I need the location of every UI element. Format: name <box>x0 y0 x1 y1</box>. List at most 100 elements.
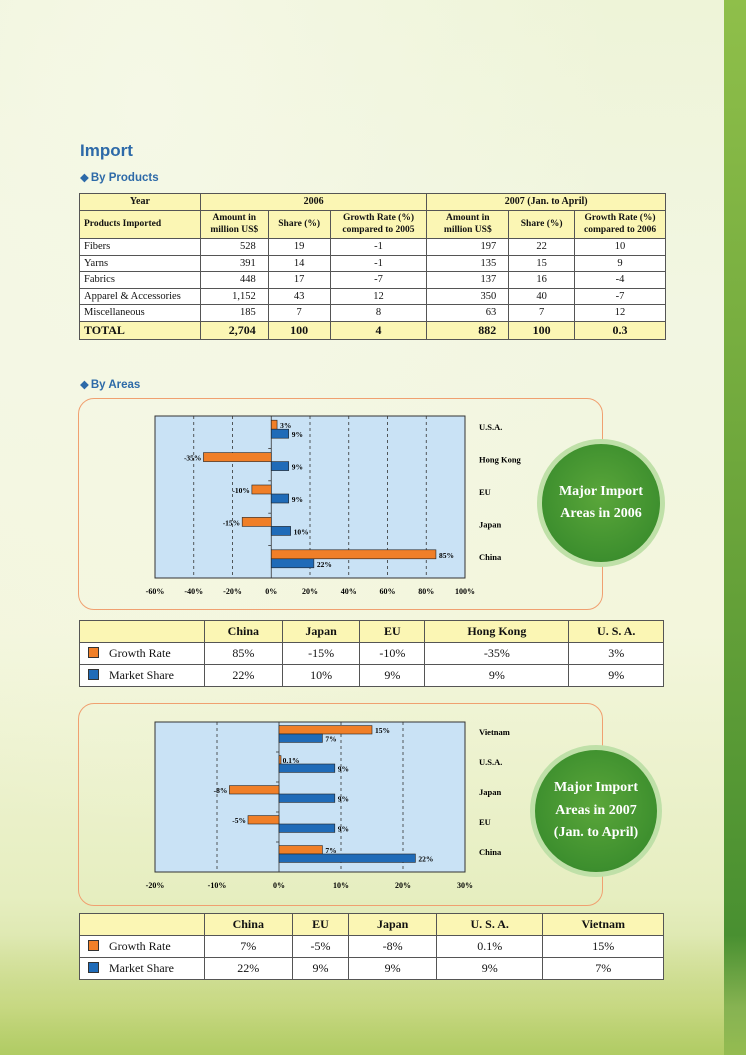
table-row: Market Share 22% 10% 9% 9% 9% <box>79 664 664 687</box>
cell-growth: -8% <box>348 935 437 958</box>
growth-bar <box>278 725 373 735</box>
cell-growth: 85% <box>204 642 283 665</box>
by-products-heading: ◆ By Products <box>80 170 159 184</box>
column-header: EU <box>291 913 350 936</box>
cell-share: 9% <box>568 664 664 687</box>
cell-growth: -10% <box>359 642 426 665</box>
data-label: -15% <box>223 518 241 527</box>
table-row: Fibers 528 19 -1 197 22 10 <box>79 238 666 256</box>
data-label: 85% <box>439 551 454 560</box>
header-amount-2006: Amount in million US$ <box>199 209 269 240</box>
cell-sh07: 22 <box>508 238 576 256</box>
by-areas-heading: ◆ By Areas <box>80 377 140 391</box>
category-label: Hong Kong <box>479 455 522 465</box>
header-growth07-line2: compared to 2006 <box>583 225 657 236</box>
category-label: EU <box>479 817 491 827</box>
cell-gr06: -1 <box>329 238 428 256</box>
header-share-2007: Share (%) <box>508 209 576 240</box>
x-tick-label: 0% <box>273 881 285 890</box>
header-growth06-line1: Growth Rate (%) <box>342 212 415 223</box>
data-label: 9% <box>292 463 303 472</box>
data-label: -10% <box>232 486 250 495</box>
x-tick-label: 20% <box>395 881 411 890</box>
cell-amt07: 350 <box>426 287 510 306</box>
cell-gr07: 12 <box>574 304 666 322</box>
cell-share: 9% <box>291 957 350 980</box>
total-gr07: 0.3 <box>574 320 666 340</box>
column-header: Japan <box>281 620 361 643</box>
category-label: U.S.A. <box>479 757 502 767</box>
header-year: Year <box>79 193 201 211</box>
chart-2006: -60% -40% -20% 0% 20% 40% 60% 80% 100%3%9%U.S.A.… <box>146 415 522 596</box>
cell-share: 10% <box>281 664 361 687</box>
share-bar <box>278 733 323 743</box>
column-header: U. S. A. <box>568 620 664 643</box>
chart-2007: -20% -10% 0% 10% 20% 30% 15% 7% Vietnam 0.1% 9% U.S… <box>146 721 510 890</box>
x-tick-label: 10% <box>333 881 349 890</box>
chart-2007-caption-badge: Major Import Areas in 2007 (Jan. to Apri… <box>530 745 662 877</box>
category-label: China <box>479 847 502 857</box>
total-label: TOTAL <box>79 320 201 340</box>
data-label: 0.1% <box>283 756 300 765</box>
legend-swatch <box>88 647 99 658</box>
cell-sh06: 7 <box>267 304 331 322</box>
areas-2007-table: China EU Japan U. S. A. Vietnam Growth Rate 7%… <box>79 913 664 980</box>
areas-2006-table: China Japan EU Hong Kong U. S. A. Growth Rate… <box>79 620 664 687</box>
data-label: 7% <box>325 846 336 855</box>
total-amt07: 882 <box>426 320 510 340</box>
data-label: -8% <box>214 786 228 795</box>
cell-share: 7% <box>542 957 664 980</box>
data-label: -5% <box>232 816 246 825</box>
column-header: EU <box>359 620 426 643</box>
header-amount-line2: million US$ <box>443 225 492 236</box>
cell-product: Fibers <box>79 238 201 256</box>
chart-2006-caption-badge: Major Import Areas in 2006 <box>537 439 665 567</box>
table-row: Growth Rate 85% -15% -10% -35% 3% <box>79 642 664 665</box>
legend-swatch <box>88 940 99 951</box>
header-blank <box>79 913 205 936</box>
x-tick-label: 0% <box>265 587 277 596</box>
cell-amt07: 137 <box>426 271 510 289</box>
x-tick-label: 20% <box>302 587 318 596</box>
cell-gr07: -7 <box>574 287 666 306</box>
row-label: Growth Rate <box>79 642 205 665</box>
cell-sh06: 14 <box>267 254 331 273</box>
total-gr06: 4 <box>329 320 428 340</box>
cell-gr07: 9 <box>574 254 666 273</box>
total-sh07: 100 <box>508 320 576 340</box>
share-bar <box>278 763 336 773</box>
chart-2006-caption: Major Import Areas in 2006 <box>558 483 644 521</box>
table-header-row: China EU Japan U. S. A. Vietnam <box>79 913 664 936</box>
column-header: China <box>204 913 293 936</box>
header-growth07-line1: Growth Rate (%) <box>584 212 656 223</box>
data-label: 3% <box>280 421 291 430</box>
table-row: Yarns 391 14 -1 135 15 9 <box>79 254 666 273</box>
cell-growth: 3% <box>568 642 664 665</box>
legend-swatch <box>88 669 99 680</box>
cell-growth: 7% <box>204 935 293 958</box>
products-table: Year 2006 2007 (Jan. to April) Products … <box>79 193 666 340</box>
cell-product: Yarns <box>79 254 201 273</box>
x-tick-label: -10% <box>208 881 227 890</box>
legend-label: Growth Rate <box>109 646 171 660</box>
cell-amt06: 391 <box>199 254 269 273</box>
share-bar <box>270 526 291 536</box>
x-tick-label: -40% <box>184 587 203 596</box>
page-title: Import <box>80 141 133 160</box>
x-tick-label: -20% <box>146 881 165 890</box>
header-amount-line1: Amount in <box>446 212 490 223</box>
cell-growth: -35% <box>424 642 570 665</box>
table-row: Apparel & Accessories 1,152 43 12 350 40 -7 <box>79 287 666 306</box>
column-header: Japan <box>348 913 437 936</box>
growth-bar <box>203 452 272 462</box>
share-bar <box>270 428 289 439</box>
share-bar <box>270 493 289 504</box>
cell-share: 9% <box>435 957 544 980</box>
data-label: 9% <box>292 495 303 504</box>
cell-gr06: -1 <box>329 254 428 273</box>
data-label: 22% <box>418 854 433 863</box>
diamond-bullet-icon: ◆ <box>80 172 89 184</box>
growth-bar <box>270 419 278 430</box>
category-label: Japan <box>479 787 501 797</box>
x-tick-label: 60% <box>380 587 396 596</box>
